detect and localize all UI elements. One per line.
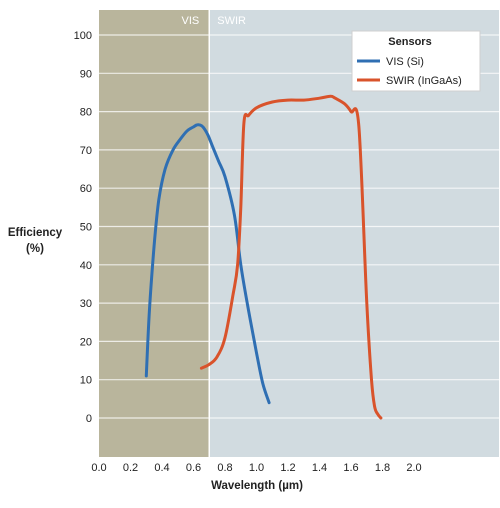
x-tick-label: 2.0 xyxy=(406,462,421,474)
y-tick-label: 50 xyxy=(80,222,92,234)
legend: Sensors VIS (Si) SWIR (InGaAs) xyxy=(351,30,481,92)
y-tick-label: 30 xyxy=(80,298,92,310)
y-tick-label: 20 xyxy=(80,336,92,348)
x-tick-label: 0.4 xyxy=(154,462,169,474)
x-tick-label: 0.2 xyxy=(123,462,138,474)
y-axis-title: Efficiency (%) xyxy=(8,227,63,255)
y-axis-ticks: 0 10 20 30 40 50 60 70 80 90 100 xyxy=(74,30,92,425)
swir-region-label: SWIR xyxy=(217,15,246,27)
y-axis-title-line-2: (%) xyxy=(26,243,44,255)
x-tick-label: 1.2 xyxy=(280,462,295,474)
swir-ingaas-curve xyxy=(199,94,383,420)
y-tick-label: 80 xyxy=(80,107,92,119)
series-lines xyxy=(144,94,383,420)
y-tick-label: 0 xyxy=(86,413,92,425)
x-tick-label: 0.6 xyxy=(186,462,201,474)
y-tick-label: 40 xyxy=(80,260,92,272)
x-tick-label: 0.0 xyxy=(91,462,106,474)
x-axis-title: Wavelength (µm) xyxy=(211,480,303,492)
x-tick-label: 0.8 xyxy=(217,462,232,474)
vis-si-curve xyxy=(144,123,271,405)
x-tick-label: 1.8 xyxy=(375,462,390,474)
x-tick-label: 1.4 xyxy=(312,462,327,474)
legend-title: Sensors xyxy=(388,36,431,48)
x-axis-ticks: 0.0 0.2 0.4 0.6 0.8 1.0 1.2 1.4 1.6 1.8 2.0 xyxy=(91,462,421,474)
y-tick-label: 70 xyxy=(80,145,92,157)
vis-region-label: VIS xyxy=(182,15,200,27)
x-tick-label: 1.6 xyxy=(343,462,358,474)
legend-label-vis: VIS (Si) xyxy=(386,56,424,68)
legend-label-swir: SWIR (InGaAs) xyxy=(386,75,462,87)
gridlines xyxy=(99,34,499,419)
y-tick-label: 100 xyxy=(74,30,92,42)
y-axis-title-line-1: Efficiency xyxy=(8,227,63,239)
x-tick-label: 1.0 xyxy=(249,462,264,474)
y-tick-label: 10 xyxy=(80,375,92,387)
y-tick-label: 60 xyxy=(80,183,92,195)
y-tick-label: 90 xyxy=(80,68,92,80)
